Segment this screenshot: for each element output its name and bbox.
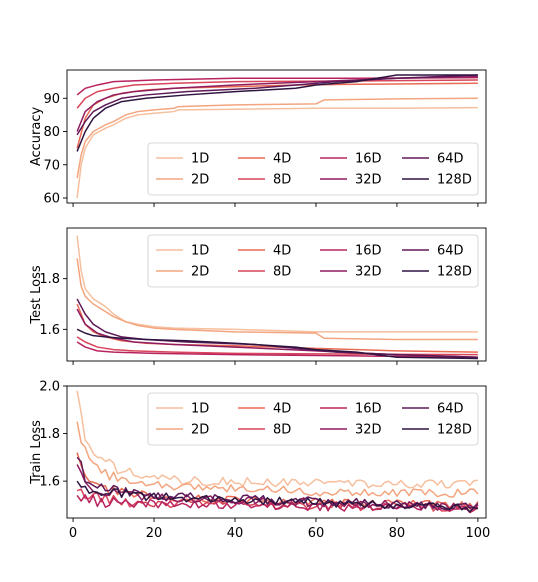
panel-train-loss-ylabel: Train Loss [29,420,44,485]
y-tick-label: 70 [43,158,60,173]
legend-label-32d: 32D [355,423,382,438]
legend-label-8d: 8D [273,173,291,188]
legend-label-32d: 32D [355,265,382,280]
panel-accuracy-ylabel: Accuracy [29,107,44,167]
legend-label-2d: 2D [191,173,209,188]
series-line-64d [76,74,478,136]
y-tick-label: 90 [43,92,60,107]
x-tick-label: 20 [146,526,163,541]
y-tick-label: 60 [43,192,60,207]
legend-label-1d: 1D [191,402,209,417]
series-line-16d [76,341,478,358]
y-tick-label: 1.6 [39,475,60,490]
panel-accuracy-legend: 1D 2D 4D 8D 16D 32D 64D 128D [147,142,479,196]
legend-label-4d: 4D [273,152,291,167]
legend-label-8d: 8D [273,423,291,438]
x-tick-label: 40 [227,526,244,541]
legend-label-64d: 64D [437,402,464,417]
series-line-128d [76,74,478,152]
y-tick-label: 80 [43,125,60,140]
series-line-2d [76,258,478,341]
legend-label-128d: 128D [437,265,472,280]
legend-label-16d: 16D [355,244,382,259]
legend-label-8d: 8D [273,265,291,280]
x-tick-label: 100 [465,526,490,541]
series-line-128d [76,328,478,360]
series-line-128d [76,480,479,513]
legend-box [147,142,479,196]
legend-label-4d: 4D [273,244,291,259]
panel-accuracy-frame [66,69,487,204]
panel-train-loss-legend: 1D 2D 4D 8D 16D 32D 64D 128D [147,392,479,446]
series-line-1d [76,106,478,199]
panel-accuracy-lines [76,74,478,199]
panel-train-loss-lines [76,390,479,514]
legend-label-64d: 64D [437,244,464,259]
legend-box [147,392,479,446]
legend-label-1d: 1D [191,244,209,259]
legend-label-1d: 1D [191,152,209,167]
panel-train-loss-frame [66,385,487,519]
x-tick-label: 60 [308,526,325,541]
legend-label-64d: 64D [437,152,464,167]
y-tick-label: 2.0 [39,380,60,395]
x-tick-label: 0 [69,526,77,541]
y-tick-label: 1.6 [39,323,60,338]
panel-test-loss-ylabel: Test Loss [29,265,44,324]
series-line-1d [76,390,478,489]
legend-label-4d: 4D [273,402,291,417]
series-line-2d [76,97,478,179]
panel-test-loss-frame [66,227,487,362]
y-tick-label: 1.8 [39,427,60,442]
legend-label-2d: 2D [191,265,209,280]
series-line-64d [76,456,479,511]
x-tick-label: 80 [389,526,406,541]
legend-box [147,234,479,288]
legend-label-16d: 16D [355,152,382,167]
panel-test-loss-lines [76,235,478,360]
legend-label-128d: 128D [437,423,472,438]
legend-label-2d: 2D [191,423,209,438]
legend-label-16d: 16D [355,402,382,417]
series-line-2d [76,421,479,498]
y-tick-label: 1.8 [39,272,60,287]
legend-label-128d: 128D [437,173,472,188]
legend-label-32d: 32D [355,173,382,188]
panel-test-loss-legend: 1D 2D 4D 8D 16D 32D 64D 128D [147,234,479,288]
series-line-8d [76,336,478,356]
series-line-4d [76,303,478,353]
series-line-16d [76,76,478,96]
